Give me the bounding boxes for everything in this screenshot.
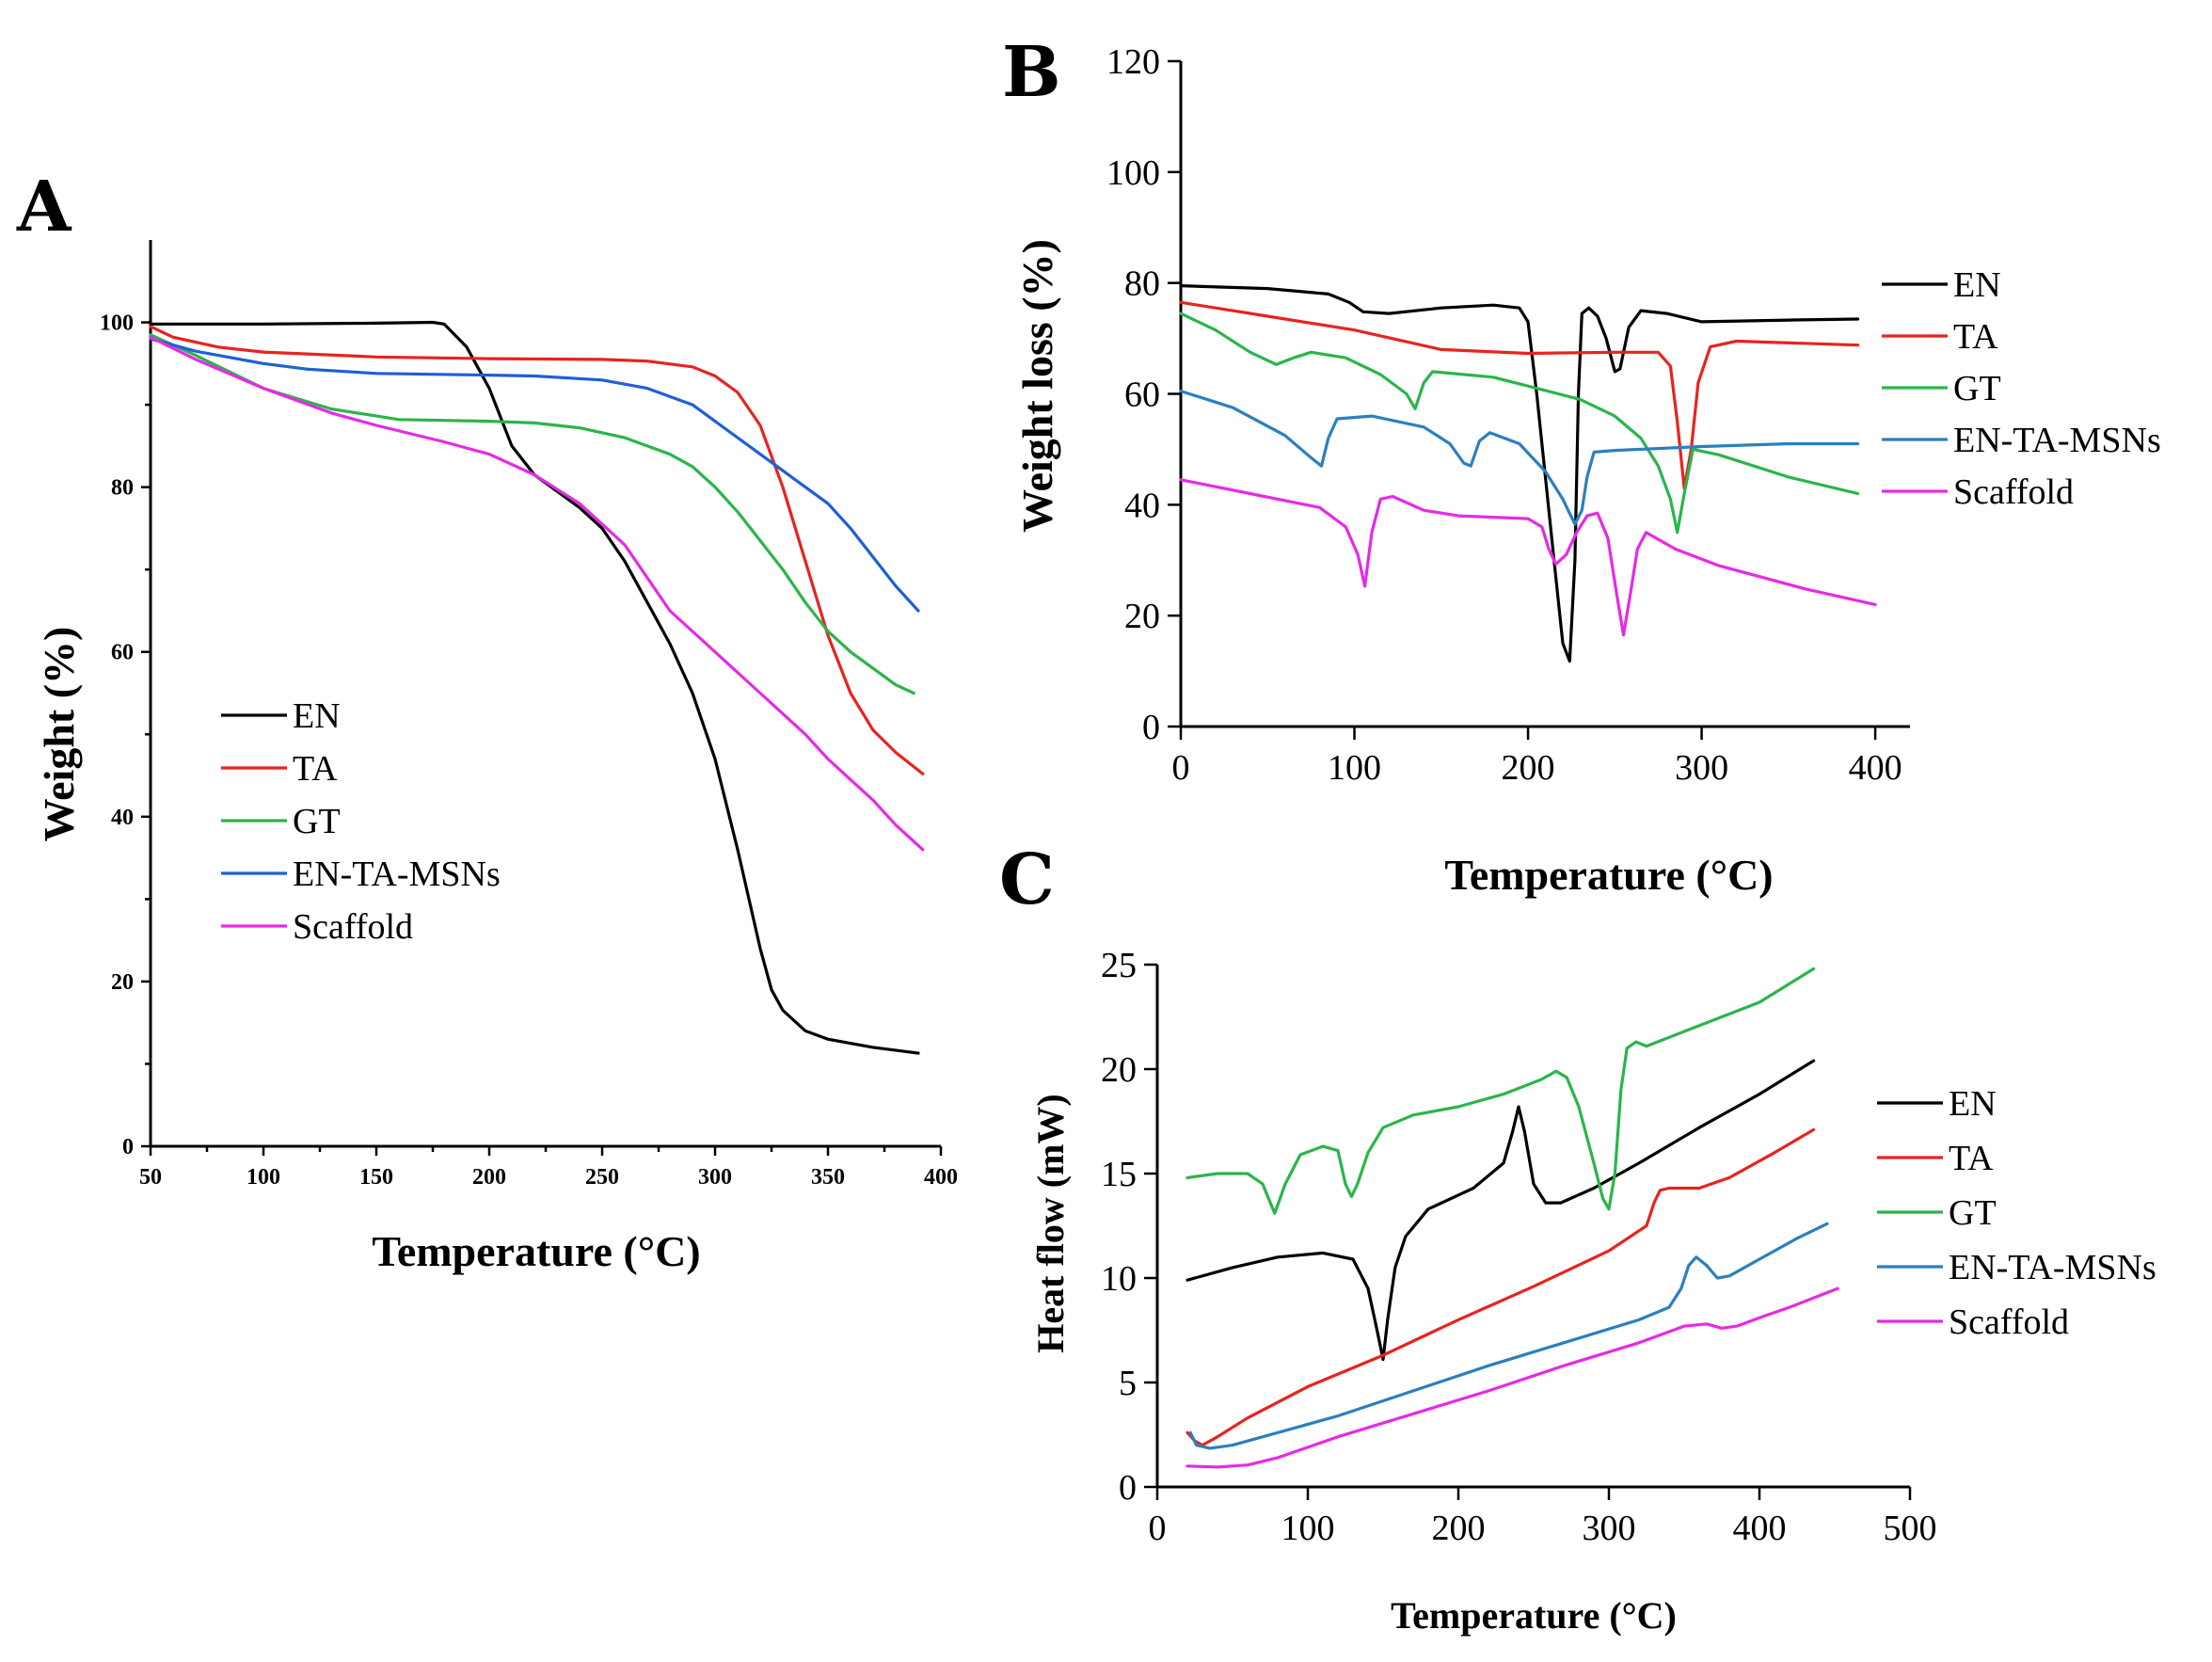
x-axis-title-c: Temperature (°C) xyxy=(1391,1594,1677,1637)
series-line-c-scaffold xyxy=(1186,1286,1839,1469)
y-tick-label-c: 0 xyxy=(1119,1468,1137,1508)
y-tick-label-c: 5 xyxy=(1119,1364,1137,1403)
x-tick-label-b: 400 xyxy=(1849,748,1902,788)
series-line-a-en xyxy=(149,320,920,1055)
series-line-b-en-ta-msns xyxy=(1179,390,1860,526)
y-tick-label-c: 15 xyxy=(1101,1155,1137,1194)
panel-label-c: C xyxy=(999,839,1055,920)
series-line-b-ta xyxy=(1179,300,1860,490)
legend-label-c-en: EN xyxy=(1949,1084,1997,1124)
y-tick-label-a: 80 xyxy=(111,476,134,501)
series-line-c-ta xyxy=(1186,1127,1816,1447)
x-tick-label-a: 350 xyxy=(811,1165,845,1190)
y-tick-label-c: 10 xyxy=(1101,1259,1137,1299)
legend-label-a-gt: GT xyxy=(293,802,341,841)
chart-b-weight-loss: 0 100 200 300 400 0 20 40 60 80 100 120 Temperature … xyxy=(1013,42,2161,899)
series-line-a-scaffold xyxy=(149,335,925,852)
legend-label-b-scaffold: Scaffold xyxy=(1953,472,2074,512)
x-tick-label-a: 100 xyxy=(247,1165,280,1190)
y-tick-label-b: 80 xyxy=(1124,264,1160,304)
series-line-b-gt xyxy=(1179,312,1860,535)
legend-label-b-gt: GT xyxy=(1953,369,2001,408)
y-tick-label-a: 0 xyxy=(122,1135,134,1159)
x-tick-label-c: 100 xyxy=(1281,1509,1335,1548)
x-tick-label-c: 200 xyxy=(1432,1509,1486,1548)
y-tick-label-a: 40 xyxy=(111,806,134,830)
legend-label-b-en: EN xyxy=(1953,265,2001,305)
series-line-c-gt xyxy=(1186,967,1816,1215)
y-tick-label-b: 40 xyxy=(1124,486,1160,525)
x-tick-label-a: 300 xyxy=(698,1165,732,1190)
series-line-a-en-ta-msns xyxy=(149,337,920,613)
series-line-b-scaffold xyxy=(1179,478,1877,637)
legend-label-c-en-ta-msns: EN-TA-MSNs xyxy=(1949,1248,2156,1287)
legend-label-c-ta: TA xyxy=(1949,1139,1994,1178)
series-line-a-gt xyxy=(149,333,915,695)
x-tick-label-a: 50 xyxy=(139,1165,162,1190)
y-tick-label-a: 100 xyxy=(100,312,134,336)
series-line-c-en-ta-msns xyxy=(1188,1222,1829,1450)
legend-label-c-gt: GT xyxy=(1949,1193,1997,1233)
x-tick-label-b: 100 xyxy=(1328,748,1381,788)
x-tick-label-a: 250 xyxy=(585,1165,619,1190)
y-tick-label-c: 20 xyxy=(1101,1050,1137,1090)
y-axis-title-a: Weight (%) xyxy=(35,627,83,842)
y-tick-label-c: 25 xyxy=(1101,946,1137,985)
y-tick-label-b: 60 xyxy=(1124,376,1160,415)
legend-label-b-en-ta-msns: EN-TA-MSNs xyxy=(1953,421,2161,460)
y-tick-label-b: 20 xyxy=(1124,597,1160,636)
x-tick-label-b: 200 xyxy=(1502,748,1555,788)
x-tick-label-c: 500 xyxy=(1884,1509,1937,1548)
y-tick-label-b: 0 xyxy=(1142,708,1160,747)
series-line-a-ta xyxy=(149,325,925,775)
legend-label-a-en: EN xyxy=(293,696,341,736)
x-tick-label-c: 400 xyxy=(1733,1509,1787,1548)
x-axis-title-b: Temperature (°C) xyxy=(1444,851,1773,899)
y-axis-title-b: Weight loss (%) xyxy=(1013,239,1061,533)
y-axis-title-c: Heat flow (mW) xyxy=(1029,1094,1072,1352)
legend-label-a-en-ta-msns: EN-TA-MSNs xyxy=(293,855,501,894)
legend-label-b-ta: TA xyxy=(1953,317,1998,357)
x-tick-label-b: 0 xyxy=(1172,748,1190,788)
legend-label-a-scaffold: Scaffold xyxy=(293,907,413,947)
series-line-c-en xyxy=(1186,1059,1816,1362)
x-tick-label-a: 150 xyxy=(359,1165,393,1190)
chart-c-heat-flow: 0 100 200 300 400 500 0 5 10 15 20 25 Temperature (°… xyxy=(1029,946,2156,1637)
x-tick-label-a: 200 xyxy=(472,1165,506,1190)
chart-a-thermogravimetry: 50 100 150 200 250 300 350 400 0 20 40 60 80 100 Tempe… xyxy=(35,240,958,1275)
y-tick-label-b: 120 xyxy=(1106,42,1160,82)
series-line-b-en xyxy=(1179,284,1860,663)
x-tick-label-c: 300 xyxy=(1583,1509,1636,1548)
x-axis-title-a: Temperature (°C) xyxy=(372,1227,700,1275)
y-tick-label-a: 60 xyxy=(111,641,134,665)
x-tick-label-b: 300 xyxy=(1675,748,1728,788)
x-tick-label-c: 0 xyxy=(1149,1509,1167,1548)
y-tick-label-a: 20 xyxy=(111,970,134,995)
x-tick-label-a: 400 xyxy=(924,1165,958,1190)
legend-label-c-scaffold: Scaffold xyxy=(1949,1302,2069,1342)
panel-label-b: B xyxy=(1002,32,1061,113)
y-tick-label-b: 100 xyxy=(1106,153,1160,193)
legend-label-a-ta: TA xyxy=(293,749,338,789)
panel-label-a: A xyxy=(16,167,72,248)
